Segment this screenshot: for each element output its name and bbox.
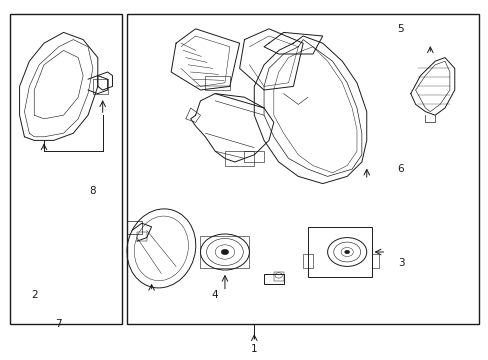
Bar (205, 76, 229, 90)
Ellipse shape (221, 249, 228, 255)
Bar (307, 227, 371, 277)
Text: 5: 5 (397, 24, 404, 34)
Bar (303, 254, 312, 268)
Text: 6: 6 (397, 164, 404, 174)
Bar (127, 221, 142, 234)
Bar (200, 236, 249, 268)
Bar (264, 274, 283, 284)
Bar (224, 151, 254, 166)
Bar (93, 79, 107, 94)
Text: 4: 4 (211, 290, 218, 300)
Text: 2: 2 (31, 290, 38, 300)
Bar (273, 272, 283, 281)
Bar (244, 151, 264, 162)
Text: 8: 8 (89, 186, 96, 196)
Ellipse shape (344, 250, 349, 254)
Bar (371, 254, 378, 268)
Text: 1: 1 (250, 344, 257, 354)
Bar (137, 232, 146, 241)
Bar (127, 14, 478, 324)
Text: 3: 3 (397, 258, 404, 268)
Bar (10, 14, 122, 324)
Text: 7: 7 (55, 319, 62, 329)
